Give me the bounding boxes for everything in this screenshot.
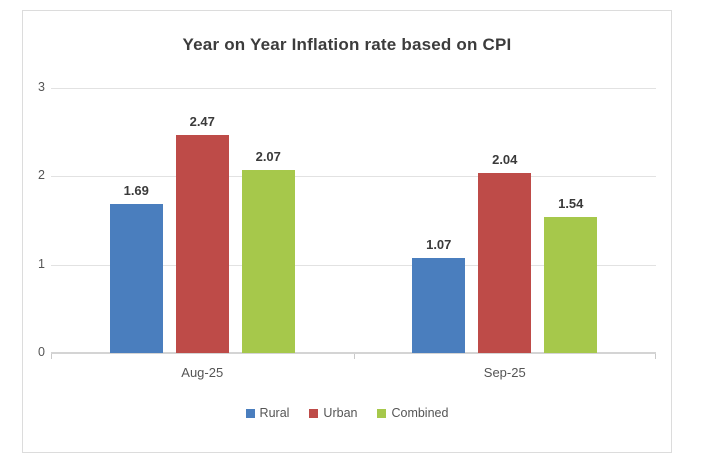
gridline-1 [51,264,656,266]
y-axis-tick-label-1: 1 [38,256,45,271]
legend-item-rural: Rural [245,406,290,420]
x-axis-labels: Aug-25 Sep-25 [51,365,656,380]
bar-groups: 1.69 2.47 2.07 1.07 2.04 [51,88,656,353]
bar-value-label: 1.69 [123,182,149,198]
legend-swatch-rural [245,408,255,418]
legend-label-combined: Combined [391,406,449,420]
legend-swatch-urban [309,408,319,418]
bar-combined-aug-25: 2.07 [241,149,295,353]
plot-area: 3 2 1 0 1.69 2.47 2.07 [38,80,656,359]
x-axis-tick-middle [353,354,355,359]
bar-value-label: 2.04 [492,151,518,167]
gridline-3 [51,88,656,89]
bar-value-label: 1.54 [558,195,584,211]
bar-rural-aug-25: 1.69 [109,183,163,353]
bar-urban-aug-25: 2.47 [175,114,229,353]
legend-label-urban: Urban [323,406,358,420]
y-axis-tick-label-0: 0 [38,345,45,359]
chart-title: Year on Year Inflation rate based on CPI [182,35,512,54]
bar-urban-sep-25: 2.04 [478,152,532,353]
x-axis-line [51,352,656,354]
bar-rural-sep-25: 1.07 [412,237,466,353]
y-axis-tick-label-2: 2 [38,168,45,183]
chart-frame: Year on Year Inflation rate based on CPI… [22,10,672,453]
legend-item-urban: Urban [309,406,357,420]
bar-value-label: 2.07 [255,149,281,165]
bar-value-label: 1.07 [426,237,452,253]
y-axis-tick-label-3: 3 [38,80,45,94]
legend: Rural Urban Combined [23,406,671,420]
gridline-2 [51,176,656,178]
bar-combined-sep-25: 1.54 [544,196,598,353]
x-axis-label-sep-25: Sep-25 [483,365,526,380]
x-axis-tick-right [655,354,656,359]
legend-item-combined: Combined [377,406,448,420]
legend-label-rural: Rural [259,406,290,420]
category-group-sep-25: 1.07 2.04 1.54 [354,88,657,353]
x-axis-label-aug-25: Aug-25 [181,365,224,380]
x-axis-tick-left [51,354,52,359]
bar-value-label: 2.47 [189,113,215,129]
legend-swatch-combined [377,408,387,418]
category-group-aug-25: 1.69 2.47 2.07 [51,88,354,353]
